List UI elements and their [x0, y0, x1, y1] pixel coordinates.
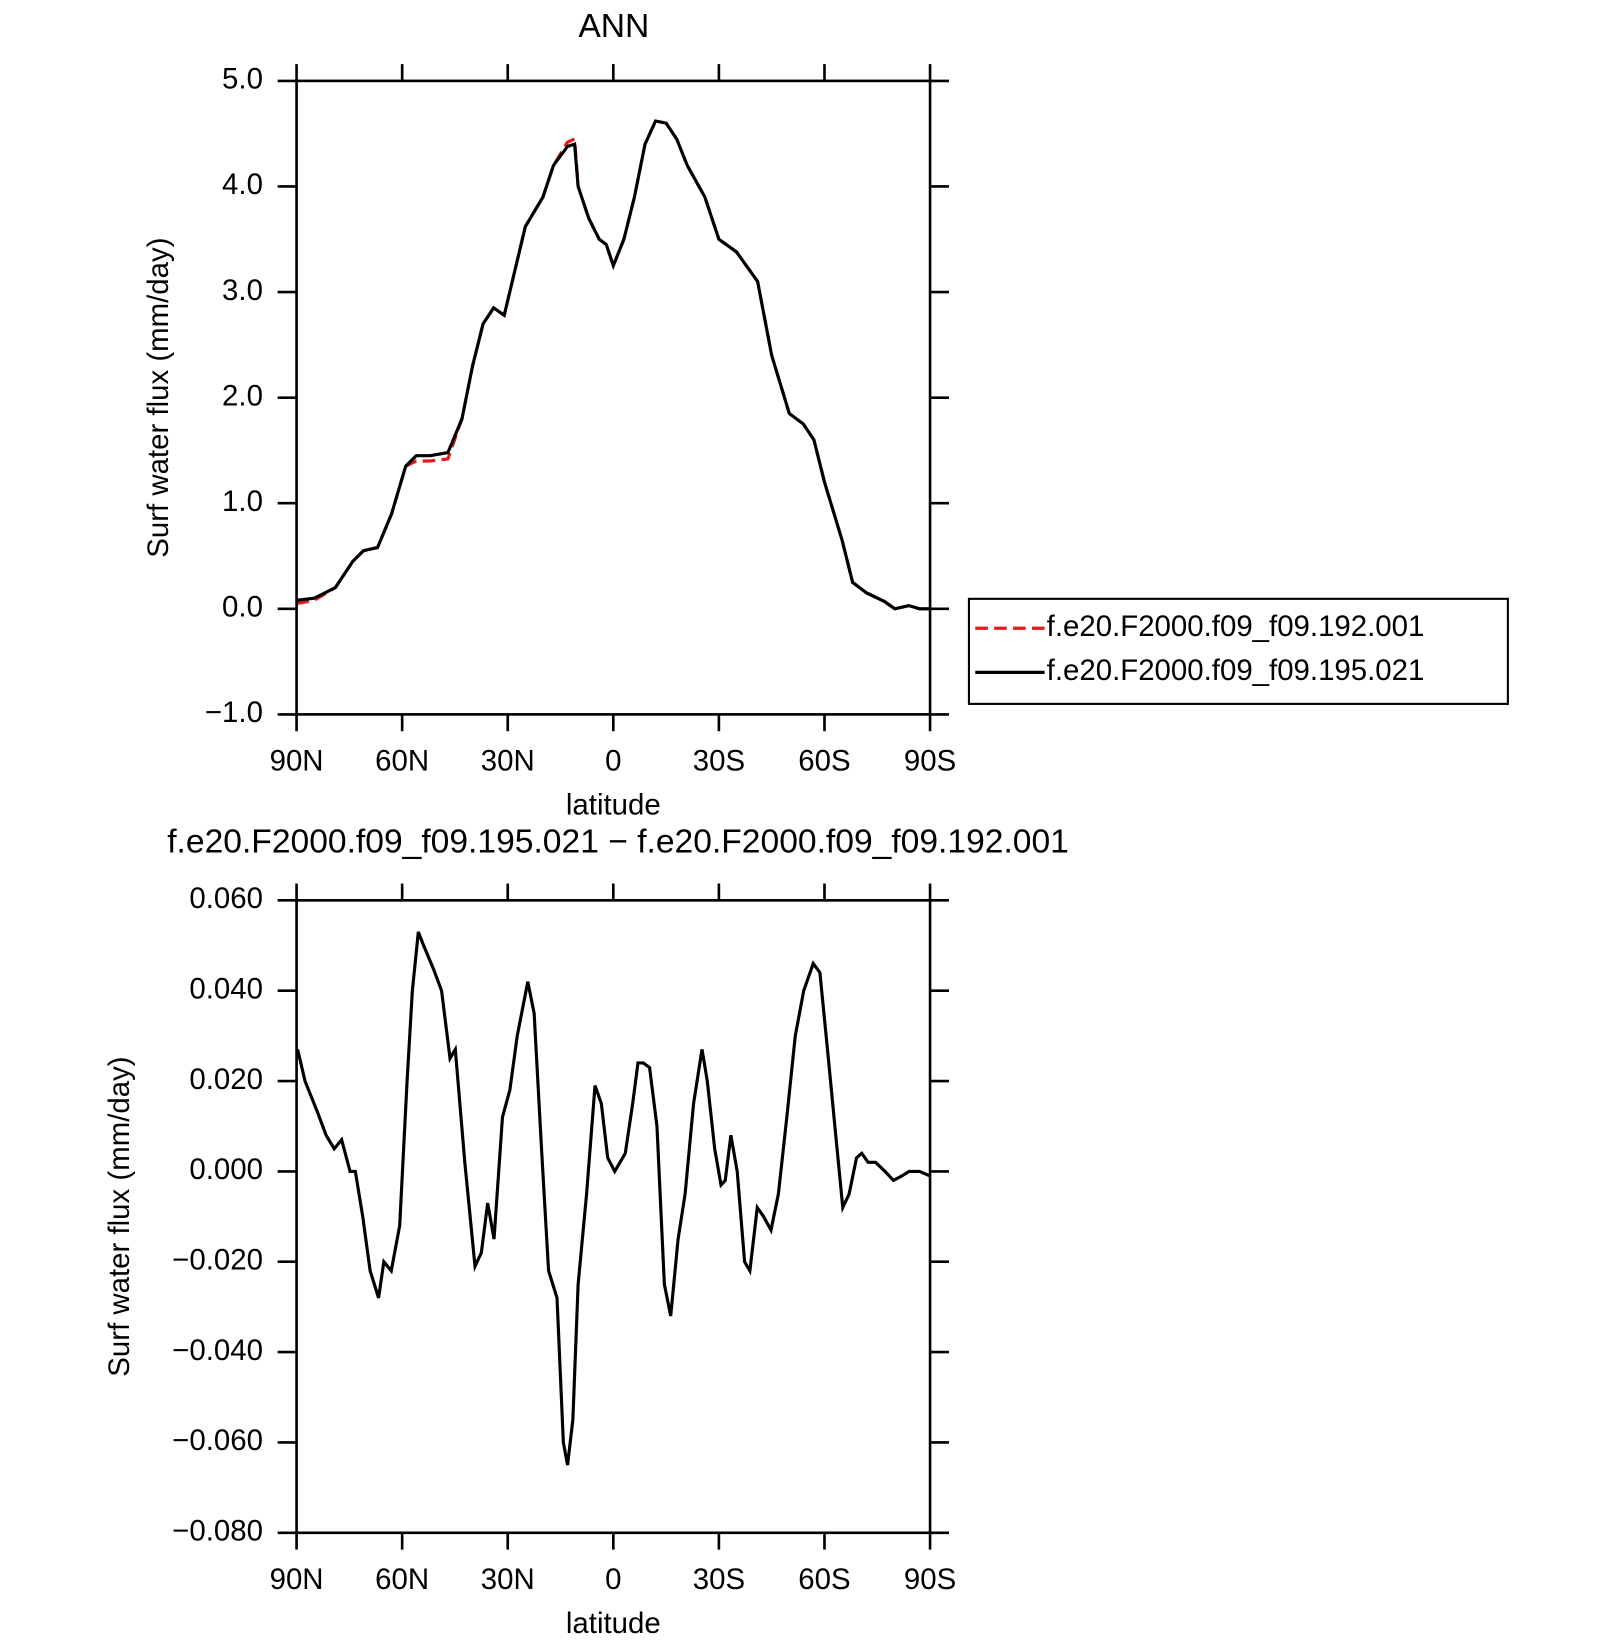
x-tick-label: 30S: [693, 1563, 745, 1596]
y-tick-label: 2.0: [222, 379, 263, 412]
x-tick-label: 90S: [904, 744, 956, 777]
y-tick-label: 1.0: [222, 485, 263, 518]
x-tick-label: 30N: [481, 744, 535, 777]
data-line: [296, 931, 931, 1466]
x-tick-label: 90S: [904, 1563, 956, 1596]
x-tick-label: 60N: [375, 744, 429, 777]
legend-label: f.e20.F2000.f09_f09.192.001: [1047, 610, 1425, 643]
y-tick-label: 0.020: [189, 1063, 263, 1096]
y-tick-label: 4.0: [222, 168, 263, 201]
y-tick-label: 3.0: [222, 274, 263, 307]
x-tick-label: 60N: [375, 1563, 429, 1596]
y-tick-label: −0.060: [172, 1424, 263, 1457]
chart-title: f.e20.F2000.f09_f09.195.021 − f.e20.F200…: [167, 823, 1069, 860]
plot-frame: [295, 79, 932, 716]
chart-title: ANN: [578, 8, 649, 45]
x-tick-label: 60S: [798, 744, 850, 777]
y-tick-label: 0.000: [189, 1153, 263, 1186]
y-tick-label: 0.060: [189, 882, 263, 915]
plot-frame: [295, 899, 932, 1535]
y-tick-label: −1.0: [205, 696, 263, 729]
data-line: [296, 119, 931, 611]
legend-label: f.e20.F2000.f09_f09.195.021: [1047, 654, 1425, 687]
x-tick-label: 60S: [798, 1563, 850, 1596]
y-tick-label: 0.0: [222, 591, 263, 624]
x-tick-label: 30S: [693, 744, 745, 777]
y-tick-label: −0.020: [172, 1244, 263, 1277]
x-tick-label: 90N: [270, 1563, 324, 1596]
data-line: [296, 119, 931, 611]
x-tick-label: 30N: [481, 1563, 535, 1596]
x-tick-label: 0: [605, 1563, 621, 1596]
y-tick-label: −0.080: [172, 1515, 263, 1548]
y-axis-label: Surf water flux (mm/day): [142, 238, 175, 558]
x-tick-label: 0: [605, 744, 621, 777]
y-tick-label: −0.040: [172, 1334, 263, 1367]
x-axis-label: latitude: [566, 789, 661, 822]
legend-box: [967, 597, 1509, 705]
y-tick-label: 5.0: [222, 63, 263, 96]
x-axis-label: latitude: [566, 1607, 661, 1640]
y-tick-label: 0.040: [189, 972, 263, 1005]
x-tick-label: 90N: [270, 744, 324, 777]
y-axis-label: Surf water flux (mm/day): [103, 1056, 136, 1376]
